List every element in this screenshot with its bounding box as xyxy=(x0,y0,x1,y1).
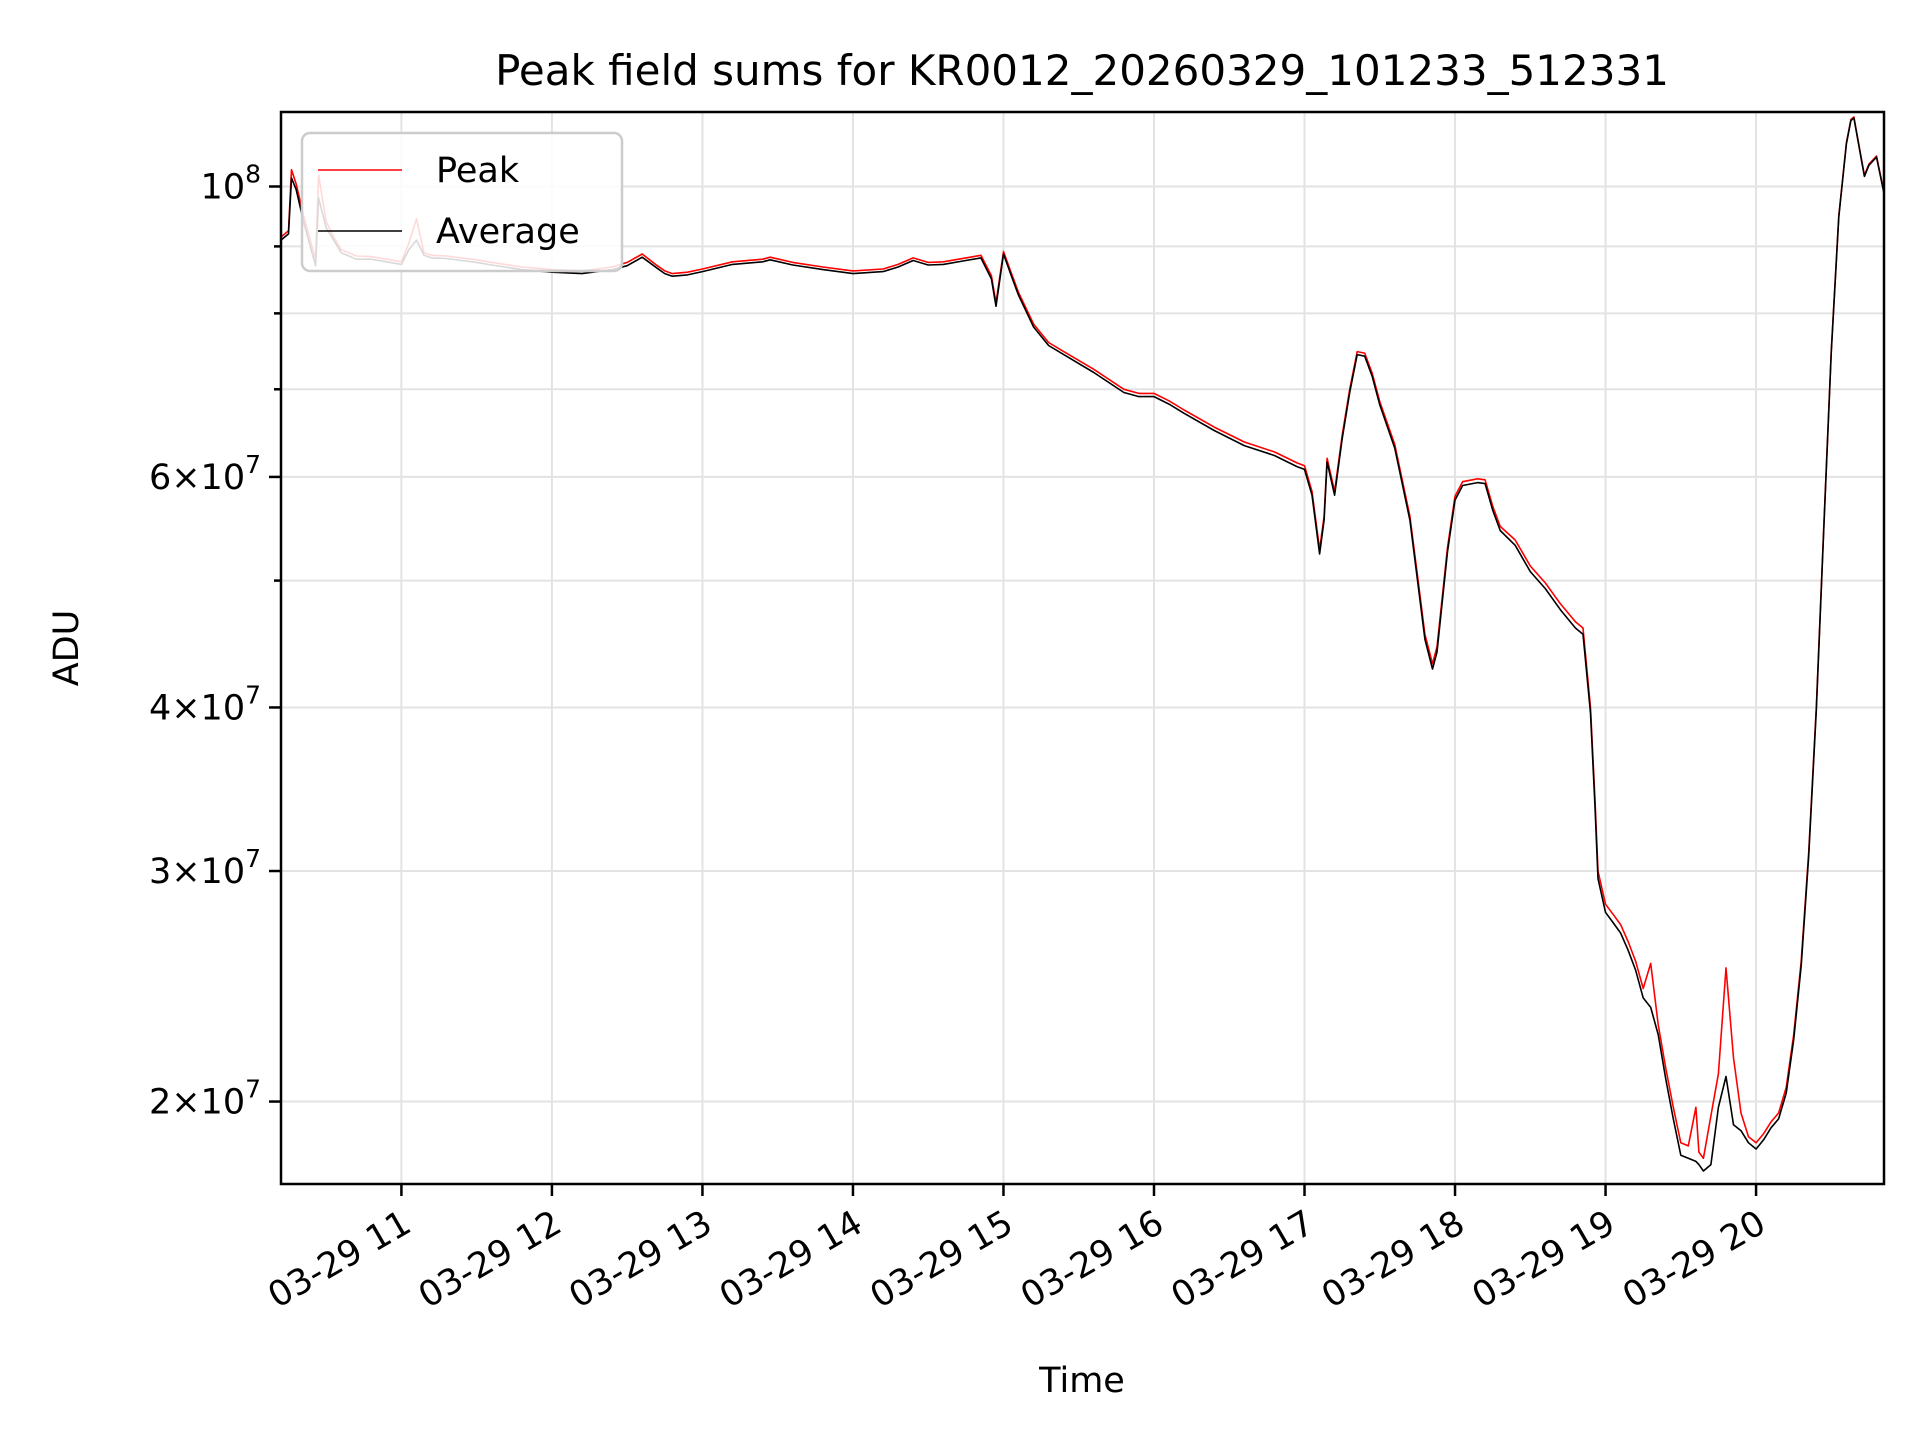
plot-frame xyxy=(279,110,1886,1186)
x-tick-label: 03-29 15 xyxy=(864,1203,1020,1316)
x-tick-label: 03-29 13 xyxy=(563,1203,719,1316)
x-tick-label: 03-29 11 xyxy=(262,1203,418,1316)
x-tick-label: 03-29 18 xyxy=(1315,1203,1471,1316)
y-tick-label: 108 xyxy=(201,159,261,207)
x-tick-label: 03-29 12 xyxy=(412,1203,568,1316)
plot-area xyxy=(281,116,1884,1172)
x-tick-label: 03-29 14 xyxy=(713,1203,869,1316)
y-tick-label: 3×107 xyxy=(149,844,261,892)
x-tick-label: 03-29 16 xyxy=(1014,1203,1170,1316)
x-tick-label: 03-29 17 xyxy=(1165,1203,1321,1316)
y-tick-label: 2×107 xyxy=(149,1075,261,1123)
x-axis-label: Time xyxy=(1038,1361,1125,1401)
grid xyxy=(281,112,1884,1184)
legend: Peak Average xyxy=(300,131,624,273)
y-axis-label: ADU xyxy=(47,610,87,687)
y-tick-label: 6×107 xyxy=(149,450,261,498)
legend-box xyxy=(300,131,624,273)
x-tick-label: 03-29 20 xyxy=(1616,1203,1772,1316)
x-tick-label: 03-29 19 xyxy=(1466,1203,1622,1316)
y-axis: 2×107 3×107 4×107 6×107 108 xyxy=(149,159,281,1123)
chart-title: Peak field sums for KR0012_20260329_1012… xyxy=(495,46,1669,95)
series-line-peak xyxy=(281,116,1884,1160)
series-line-average xyxy=(281,117,1884,1172)
y-tick-label: 4×107 xyxy=(149,680,261,728)
legend-label-average: Average xyxy=(436,212,580,252)
legend-label-peak: Peak xyxy=(436,151,520,191)
